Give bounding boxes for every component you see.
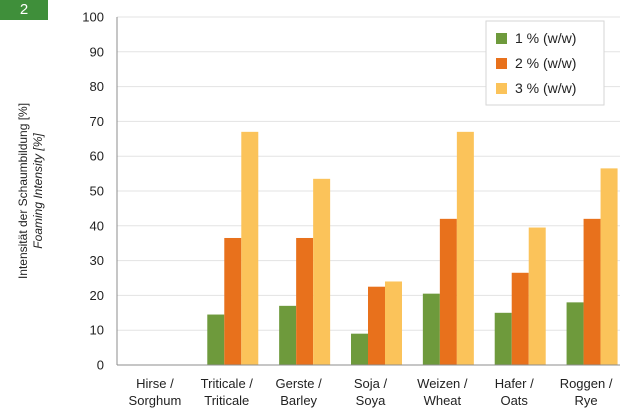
- bar: [566, 302, 584, 365]
- bar: [368, 286, 385, 365]
- x-tick-label: Gerste /: [276, 376, 323, 391]
- bar: [583, 218, 601, 365]
- bar: [439, 218, 457, 365]
- y-tick-label: 10: [90, 323, 104, 338]
- y-tick-label: 90: [90, 44, 104, 59]
- legend-label: 3 % (w/w): [515, 80, 576, 96]
- legend-swatch: [496, 33, 507, 44]
- bar: [351, 333, 368, 365]
- x-tick-label: Sorghum: [129, 393, 182, 408]
- x-tick-label: Triticale /: [201, 376, 254, 391]
- y-tick-label: 70: [90, 114, 104, 129]
- x-tick-label: Wheat: [424, 393, 462, 408]
- figure-number-badge: 2: [0, 0, 48, 20]
- x-tick-labels: Hirse / Sorghum Triticale / Triticale Gerste…: [129, 376, 613, 408]
- bar: [456, 131, 474, 365]
- bar: [494, 312, 512, 365]
- legend: 1 % (w/w) 2 % (w/w) 3 % (w/w): [485, 20, 605, 106]
- x-tick-label: Weizen /: [417, 376, 468, 391]
- bar: [600, 168, 618, 365]
- x-tick-label: Triticale: [204, 393, 249, 408]
- bars: [207, 131, 618, 365]
- bar: [207, 314, 225, 365]
- bar: [528, 227, 546, 365]
- x-tick-label: Soja /: [354, 376, 388, 391]
- y-tick-label: 60: [90, 149, 104, 164]
- x-tick-label: Hirse /: [136, 376, 174, 391]
- x-tick-label: Barley: [280, 393, 317, 408]
- y-tick-label: 50: [90, 184, 104, 199]
- bar: [224, 237, 242, 365]
- legend-swatch: [496, 83, 507, 94]
- y-tick-label: 80: [90, 79, 104, 94]
- y-tick-label: 100: [82, 10, 104, 25]
- x-tick-label: Soya: [356, 393, 386, 408]
- bar: [422, 293, 440, 365]
- y-tick-label: 0: [97, 358, 104, 373]
- y-tick-label: 30: [90, 253, 104, 268]
- axes: [116, 17, 620, 366]
- bar: [241, 131, 259, 365]
- bar: [385, 281, 402, 365]
- y-axis-label-english: Foaming Intensity [%]: [31, 133, 45, 249]
- bar: [279, 305, 297, 365]
- y-tick-label: 20: [90, 288, 104, 303]
- x-tick-label: Oats: [500, 393, 528, 408]
- bar: [296, 237, 314, 365]
- y-tick-labels: 0 10 20 30 40 50 60 70 80 90 100: [82, 10, 104, 373]
- legend-label: 1 % (w/w): [515, 30, 576, 46]
- legend-label: 2 % (w/w): [515, 55, 576, 71]
- legend-swatch: [496, 58, 507, 69]
- x-tick-label: Roggen /: [560, 376, 613, 391]
- bar: [511, 272, 529, 365]
- bar: [313, 178, 331, 365]
- x-tick-label: Rye: [575, 393, 598, 408]
- y-axis-label: Intensität der Schaumbildung [%]: [16, 103, 30, 279]
- x-tick-label: Hafer /: [495, 376, 534, 391]
- y-tick-label: 40: [90, 218, 104, 233]
